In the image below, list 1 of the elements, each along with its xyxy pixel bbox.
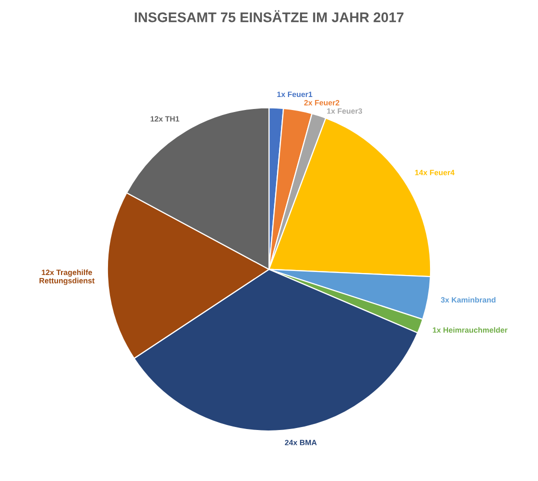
chart-title: INSGESAMT 75 EINSÄTZE IM JAHR 2017	[134, 10, 404, 22]
